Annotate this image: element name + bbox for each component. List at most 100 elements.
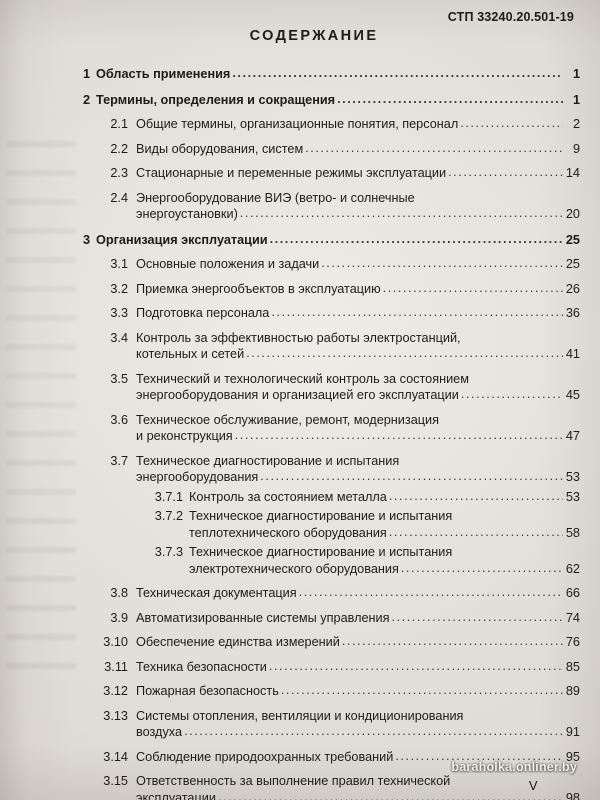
dot-leader bbox=[260, 468, 563, 485]
toc-entry-number: 3.7 bbox=[110, 453, 128, 468]
toc-entry-last-line: и реконструкция 47 bbox=[136, 428, 580, 445]
dot-leader bbox=[448, 164, 563, 181]
toc-entry[interactable]: 3.10 Обеспечение единства измерений 76 bbox=[79, 634, 580, 651]
toc-entry-title: теплотехнического оборудования bbox=[189, 525, 387, 540]
toc-entry-body: Область применения 1 bbox=[96, 66, 580, 83]
toc-entry[interactable]: 3.11 Техника безопасности 85 bbox=[79, 659, 580, 676]
toc-entry-body: Ответственность за выполнение правил тех… bbox=[136, 773, 580, 800]
toc-entry-title: Стационарные и переменные режимы эксплуа… bbox=[136, 166, 447, 180]
toc-entry[interactable]: 2.2 Виды оборудования, систем 9 bbox=[79, 141, 580, 158]
toc-entry-page-number: 1 bbox=[572, 67, 580, 81]
dot-leader bbox=[246, 345, 563, 362]
toc-entry-last-line: Организация эксплуатации 25 bbox=[96, 232, 580, 249]
toc-entry[interactable]: 3.3 Подготовка персонала 36 bbox=[79, 305, 580, 322]
toc-entry-page-number: 36 bbox=[565, 306, 580, 320]
toc-entry-page-number: 53 bbox=[565, 470, 580, 484]
toc-entry[interactable]: 3.1 Основные положения и задачи 25 bbox=[79, 256, 580, 273]
dot-leader bbox=[460, 115, 563, 132]
toc-entry-last-line: энергоустановки) 20 bbox=[136, 206, 580, 223]
toc-entry-number: 3.11 bbox=[104, 659, 128, 674]
toc-entry[interactable]: 3.7.2 Техническое диагностирование и испы… bbox=[79, 508, 580, 541]
toc-entry[interactable]: 3.4 Контроль за эффективностью работы эле… bbox=[79, 330, 580, 363]
toc-entry-title: Подготовка персонала bbox=[136, 306, 270, 320]
watermark: baraholka.onliner.by bbox=[451, 760, 577, 774]
toc-entry-page-number: 45 bbox=[565, 388, 580, 402]
toc-entry-last-line: Термины, определения и сокращения 1 bbox=[96, 92, 580, 109]
toc-entry-body: Подготовка персонала 36 bbox=[136, 305, 580, 322]
toc-entry-page-number: 91 bbox=[565, 725, 580, 739]
toc-entry-body: Контроль за состоянием металла 53 bbox=[189, 489, 580, 506]
toc-entry-page-number: 74 bbox=[565, 610, 580, 625]
page-title: СОДЕРЖАНИЕ bbox=[249, 28, 379, 44]
toc-entry-number: 3.10 bbox=[103, 635, 128, 649]
toc-entry-number: 3.6 bbox=[110, 412, 128, 427]
toc-entry-title: Организация эксплуатации bbox=[96, 232, 268, 247]
toc-entry-last-line: Автоматизированные системы управления 74 bbox=[136, 610, 580, 627]
toc-entry-page-number: 20 bbox=[565, 207, 580, 221]
toc-entry-title: и реконструкция bbox=[136, 429, 233, 443]
toc-entry-title: Термины, определения и сокращения bbox=[96, 92, 336, 107]
dot-leader bbox=[342, 633, 563, 650]
toc-entry[interactable]: 3.5 Технический и технологический контрол… bbox=[79, 371, 580, 404]
toc-entry-page-number: 66 bbox=[565, 586, 580, 600]
toc-entry-number: 2.3 bbox=[110, 166, 128, 180]
dot-leader bbox=[240, 205, 563, 222]
dot-leader bbox=[461, 386, 563, 403]
toc-entry[interactable]: 2.1 Общие термины, организационные поняти… bbox=[79, 116, 580, 133]
toc-entry[interactable]: 3 Организация эксплуатации 25 bbox=[79, 232, 580, 249]
toc-entry-title: Контроль за эффективностью работы электр… bbox=[136, 330, 461, 345]
dot-leader bbox=[271, 304, 563, 321]
toc-entry[interactable]: 3.7 Техническое диагностирование и испыта… bbox=[79, 453, 580, 486]
toc-entry-number: 3.12 bbox=[103, 684, 128, 698]
toc-entry-page-number: 14 bbox=[565, 166, 580, 180]
toc-entry[interactable]: 3.13 Системы отопления, вентиляции и конд… bbox=[79, 708, 580, 741]
toc-entry-body: Приемка энергообъектов в эксплуатацию 26 bbox=[136, 281, 580, 298]
toc-entry[interactable]: 3.8 Техническая документация 66 bbox=[79, 585, 580, 602]
toc-entry-page-number: 62 bbox=[565, 561, 580, 576]
toc-entry-body: Технический и технологический контроль з… bbox=[136, 371, 580, 404]
dot-leader bbox=[281, 682, 563, 699]
toc-entry-last-line: Основные положения и задачи 25 bbox=[136, 256, 580, 273]
toc-entry[interactable]: 3.7.3 Техническое диагностирование и испы… bbox=[79, 544, 580, 577]
toc-entry[interactable]: 3.7.1 Контроль за состоянием металла 53 bbox=[79, 489, 580, 506]
dot-leader bbox=[337, 91, 563, 108]
toc-entry-title: энергоустановки) bbox=[136, 207, 238, 221]
toc-entry[interactable]: 2.3 Стационарные и переменные режимы эксп… bbox=[79, 165, 580, 182]
toc-entry-last-line: энергооборудования 53 bbox=[136, 469, 580, 486]
toc-entry-body: Виды оборудования, систем 9 bbox=[136, 141, 580, 158]
toc-entry-wrapped-line: Техническое диагностирование и испытания bbox=[136, 453, 580, 470]
toc-entry-number: 3.8 bbox=[110, 586, 128, 600]
toc-entry[interactable]: 3.2 Приемка энергообъектов в эксплуатацию… bbox=[79, 281, 580, 298]
toc-entry-title: Техническое диагностирование и испытания bbox=[189, 545, 453, 559]
toc-entry-last-line: Область применения 1 bbox=[96, 66, 580, 83]
toc-entry[interactable]: 2 Термины, определения и сокращения 1 bbox=[79, 92, 580, 109]
toc-entry[interactable]: 1 Область применения 1 bbox=[79, 66, 580, 83]
toc-entry[interactable]: 3.12 Пожарная безопасность 89 bbox=[79, 683, 580, 700]
toc-entry-number: 2 bbox=[82, 92, 90, 107]
toc-entry-number: 3.5 bbox=[110, 371, 128, 386]
toc-entry-title: Общие термины, организационные понятия, … bbox=[136, 117, 459, 131]
toc-entry-title: Обеспечение единства измерений bbox=[136, 635, 340, 649]
toc-entry-title: энергооборудования bbox=[136, 470, 259, 484]
toc-entry-page-number: 25 bbox=[565, 232, 580, 247]
toc-entry-body: Организация эксплуатации 25 bbox=[96, 232, 580, 249]
toc-entry-number: 3 bbox=[82, 232, 90, 247]
toc-entry-last-line: Техническая документация 66 bbox=[136, 585, 580, 602]
toc-entry[interactable]: 3.9 Автоматизированные системы управления… bbox=[79, 610, 580, 627]
toc-entry-number: 3.9 bbox=[110, 610, 128, 625]
toc-entry-title: Виды оборудования, систем bbox=[136, 141, 304, 156]
toc-entry-body: Техническое обслуживание, ремонт, модерн… bbox=[136, 412, 580, 445]
toc-entry-page-number: 26 bbox=[565, 281, 580, 296]
toc-entry-number: 2.4 bbox=[110, 190, 128, 205]
page-folio-number: V bbox=[528, 778, 538, 793]
toc-entry-number: 3.1 bbox=[110, 257, 128, 271]
toc-entry-title: Энергооборудование ВИЭ (ветро- и солнечн… bbox=[136, 190, 415, 205]
dot-leader bbox=[392, 609, 564, 626]
toc-entry-number: 3.13 bbox=[103, 708, 128, 723]
toc-entry-wrapped-line: Технический и технологический контроль з… bbox=[136, 371, 580, 388]
toc-entry-last-line: Стационарные и переменные режимы эксплуа… bbox=[136, 165, 580, 182]
toc-entry[interactable]: 2.4 Энергооборудование ВИЭ (ветро- и солн… bbox=[79, 190, 580, 223]
toc-entry[interactable]: 3.6 Техническое обслуживание, ремонт, мод… bbox=[79, 412, 580, 445]
toc-entry[interactable]: 3.15 Ответственность за выполнение правил… bbox=[79, 773, 580, 800]
